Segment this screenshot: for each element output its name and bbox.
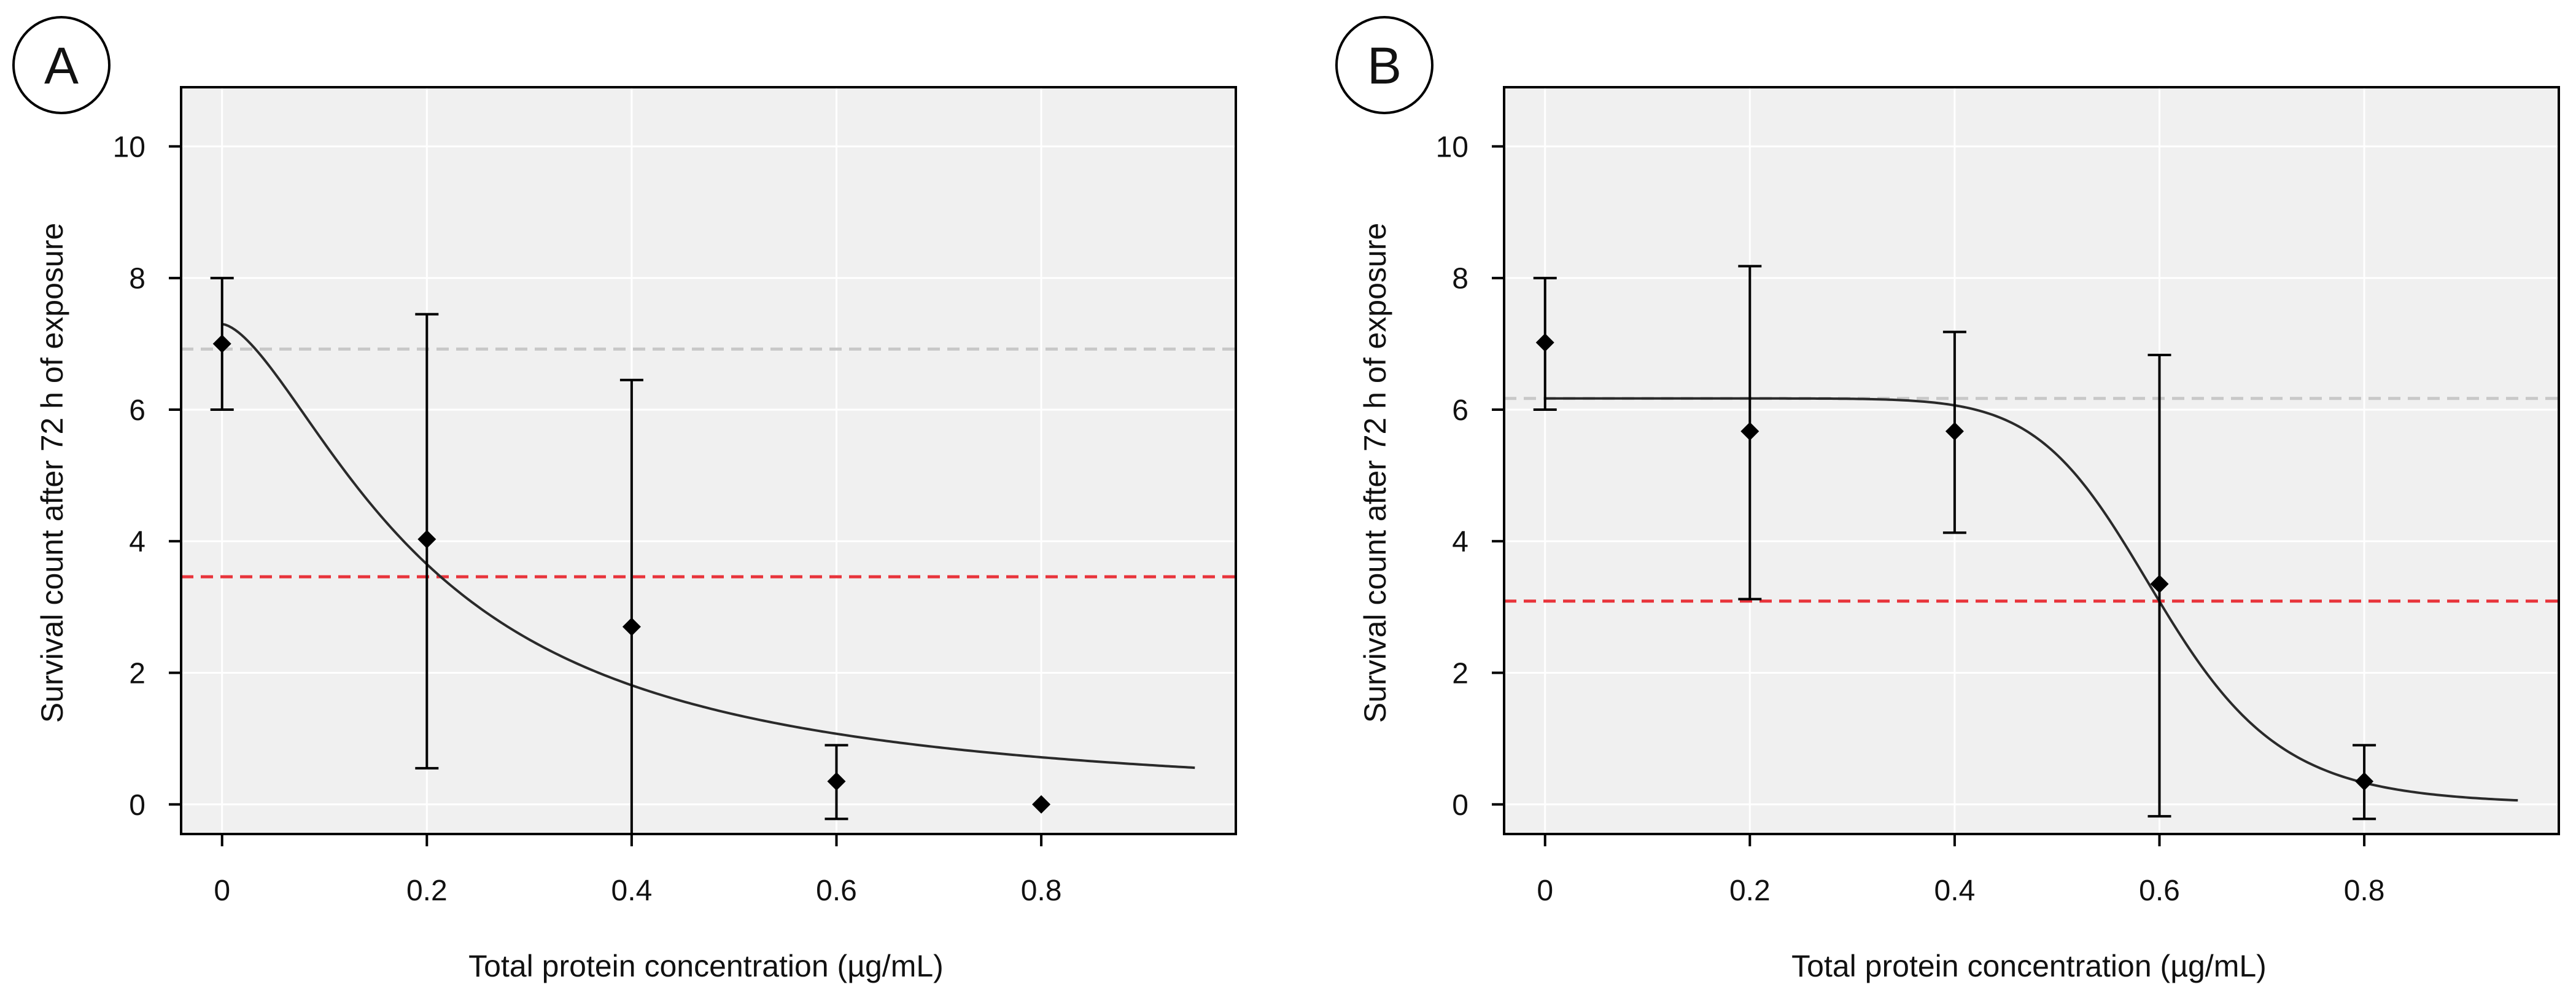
data-points [1535, 333, 2374, 791]
y-tick-label: 6 [1452, 394, 1468, 427]
y-axis-title: Survival count after 72 h of exposure [35, 223, 69, 723]
y-tick-label: 0 [129, 789, 145, 822]
plot-frame [180, 86, 1237, 835]
y-tick-label: 4 [129, 526, 145, 558]
axis-ticks [1492, 145, 2366, 846]
data-point [1945, 422, 1964, 441]
y-tick-label: 2 [1452, 658, 1468, 690]
data-point [417, 530, 436, 548]
axis-ticks [169, 145, 1043, 846]
x-tick-label: 0.6 [2139, 875, 2180, 907]
x-tick-label: 0.4 [1934, 875, 1976, 907]
y-tick-label: 0 [1452, 789, 1468, 822]
data-point [827, 772, 846, 791]
data-point [2355, 772, 2374, 791]
x-axis-title: Total protein concentration (µg/mL) [1791, 949, 2267, 983]
x-tick-label: 0.2 [406, 875, 448, 907]
data-point [1740, 422, 1759, 441]
fit-curve-layer [1545, 397, 2518, 802]
data-point [1535, 333, 1554, 352]
plot-background [181, 87, 1236, 834]
y-tick-label: 6 [129, 394, 145, 427]
plot-frame [1503, 86, 2560, 835]
y-tick-label: 10 [113, 131, 145, 163]
x-tick-label: 0 [214, 875, 230, 907]
data-point [2150, 574, 2169, 593]
data-point [1032, 795, 1051, 814]
y-tick-label: 10 [1436, 131, 1468, 163]
y-tick-label: 8 [1452, 263, 1468, 295]
y-tick-label: 8 [129, 263, 145, 295]
y-tick-label: 2 [129, 658, 145, 690]
fit-curve [222, 322, 1195, 770]
x-tick-label: 0.8 [2344, 875, 2385, 907]
panel-label: B [1367, 37, 1402, 95]
x-tick-labels: 0 0.2 0.4 0.6 0.8 [1537, 875, 2384, 907]
x-tick-labels: 0 0.2 0.4 0.6 0.8 [214, 875, 1061, 907]
data-point [212, 334, 231, 353]
grid-lines [181, 87, 1236, 834]
fit-curve-layer [222, 322, 1195, 770]
y-axis-title: Survival count after 72 h of exposure [1358, 223, 1392, 723]
x-tick-label: 0 [1537, 875, 1553, 907]
plot-background [1504, 87, 2559, 834]
x-axis-title: Total protein concentration (µg/mL) [468, 949, 944, 983]
x-tick-label: 0.4 [611, 875, 653, 907]
fit-curve [1545, 397, 2518, 802]
panel-label-badge [1335, 16, 1433, 114]
panel-label: A [44, 37, 79, 95]
y-tick-labels: 0 2 4 6 8 10 [1436, 131, 1468, 821]
x-tick-label: 0.2 [1729, 875, 1771, 907]
y-tick-labels: 0 2 4 6 8 10 [113, 131, 145, 821]
panel-label-badge [12, 16, 111, 114]
data-points [212, 334, 1051, 814]
x-tick-label: 0.8 [1021, 875, 1062, 907]
chart-panel-a: 0 0.2 0.4 0.6 0.8 0 2 4 6 8 10 Total pro… [12, 16, 1237, 983]
y-tick-label: 4 [1452, 526, 1468, 558]
chart-panel-b: 0 0.2 0.4 0.6 0.8 0 2 4 6 8 10 Total pro… [1335, 16, 2560, 983]
x-tick-label: 0.6 [816, 875, 857, 907]
data-point [622, 617, 641, 636]
